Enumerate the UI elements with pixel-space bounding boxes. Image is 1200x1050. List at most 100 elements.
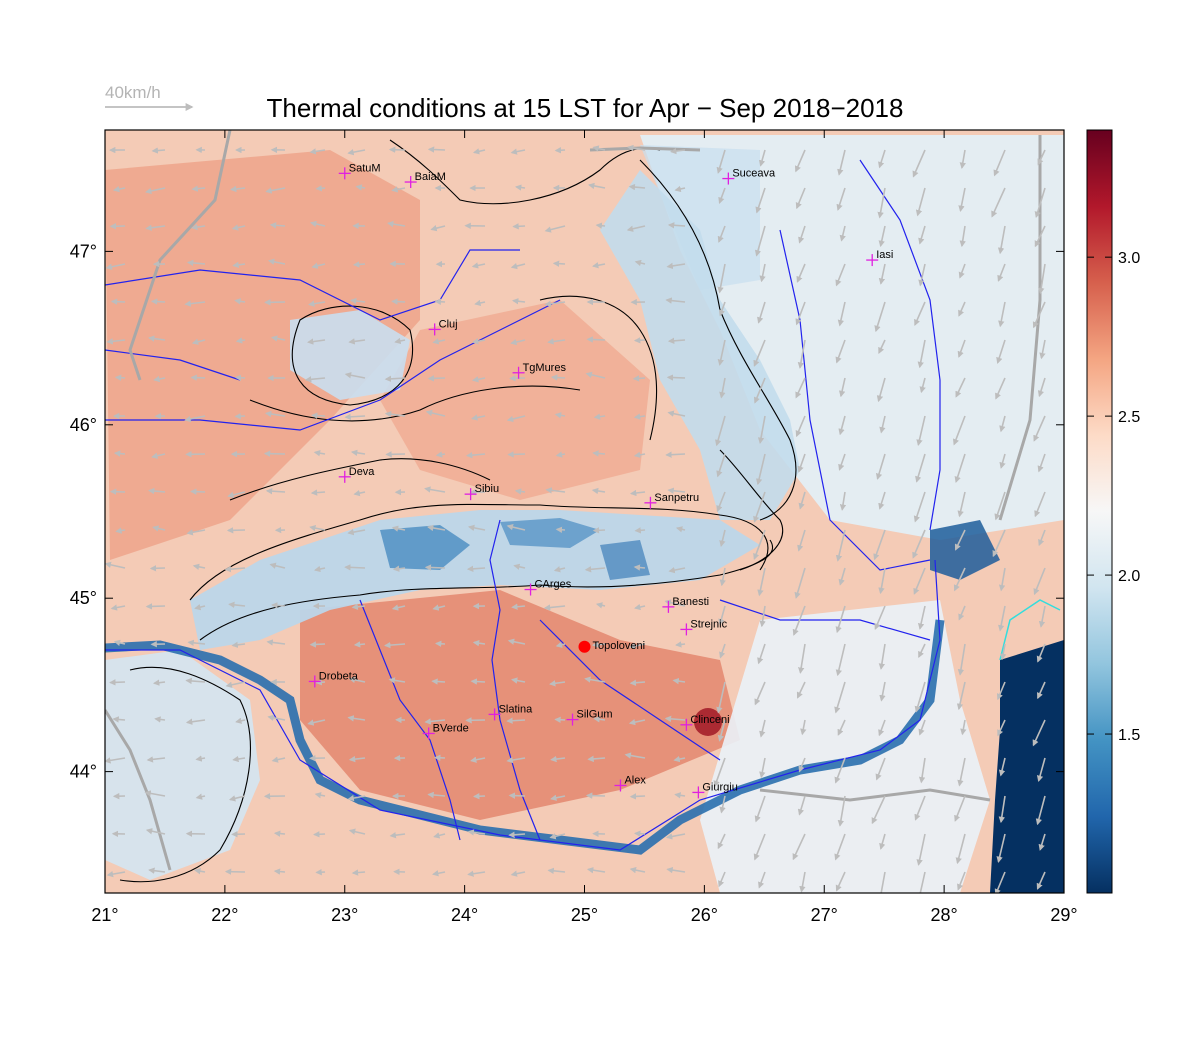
wind-arrow bbox=[543, 604, 566, 611]
wind-arrow bbox=[799, 871, 806, 893]
wind-arrow bbox=[716, 681, 726, 714]
wind-arrow bbox=[344, 372, 366, 379]
wind-arrow bbox=[194, 604, 206, 611]
wind-arrow bbox=[585, 371, 606, 379]
cool-region-northeast bbox=[640, 145, 760, 290]
city-label: Deva bbox=[349, 466, 376, 478]
wind-arrow bbox=[148, 487, 166, 495]
river-arges bbox=[539, 619, 721, 761]
wind-arrow bbox=[753, 833, 766, 861]
wind-arrow bbox=[113, 185, 126, 193]
wind-arrow bbox=[998, 795, 1006, 824]
wind-arrow bbox=[232, 261, 246, 269]
carpathian-cold-core-2 bbox=[500, 518, 600, 548]
wind-arrow bbox=[628, 183, 646, 191]
wind-arrow bbox=[555, 451, 566, 458]
wind-arrow bbox=[834, 833, 846, 861]
wind-arrow bbox=[394, 337, 406, 345]
wind-arrow bbox=[432, 870, 446, 877]
city-marker: Iasi bbox=[866, 249, 893, 267]
wind-arrow bbox=[384, 641, 406, 649]
wind-arrow bbox=[1038, 833, 1046, 851]
wind-arrow bbox=[553, 566, 566, 573]
wind-arrow bbox=[194, 868, 206, 875]
wind-arrow bbox=[506, 524, 526, 531]
city-marker: Slatina bbox=[488, 703, 534, 721]
wind-arrow bbox=[515, 184, 526, 191]
wind-arrow bbox=[719, 795, 726, 814]
wind-arrow bbox=[472, 148, 486, 155]
wind-arrow bbox=[838, 567, 846, 586]
city-marker: Banesti bbox=[662, 596, 709, 613]
wind-arrow bbox=[1034, 187, 1046, 219]
wind-arrow bbox=[675, 641, 686, 648]
wind-arrow bbox=[674, 185, 686, 193]
wind-arrow bbox=[956, 681, 966, 711]
wind-arrow bbox=[234, 298, 246, 305]
lon-tick-label: 25° bbox=[571, 905, 598, 925]
wind-arrow bbox=[307, 719, 326, 726]
wind-arrow bbox=[434, 640, 446, 647]
wind-arrow bbox=[634, 527, 646, 534]
city-marker: Cluj bbox=[428, 318, 458, 336]
wind-arrow bbox=[507, 638, 526, 645]
wind-arrow bbox=[835, 529, 846, 562]
wind-arrow bbox=[632, 375, 646, 382]
wind-arrow bbox=[311, 262, 326, 269]
wind-arrow bbox=[1035, 795, 1046, 826]
wind-arrow bbox=[798, 225, 806, 244]
wind-arrow bbox=[145, 828, 166, 835]
wind-arrow bbox=[757, 301, 766, 324]
wind-arrow bbox=[834, 681, 846, 714]
wind-arrow bbox=[511, 298, 526, 305]
wind-arrow bbox=[549, 680, 566, 687]
wind-arrow bbox=[148, 867, 166, 874]
wind-arrow bbox=[554, 412, 566, 419]
wind-arrow bbox=[719, 643, 726, 659]
wind-arrow bbox=[715, 415, 726, 447]
wind-arrow bbox=[388, 677, 406, 684]
city-marker: SilGum bbox=[566, 709, 613, 726]
wind-arrow bbox=[270, 335, 286, 342]
lon-tick-label: 26° bbox=[691, 905, 718, 925]
wind-arrow bbox=[878, 263, 886, 285]
wind-arrow bbox=[555, 526, 566, 533]
wind-arrow bbox=[838, 453, 846, 471]
wind-arrow bbox=[953, 567, 966, 592]
wind-arrow bbox=[955, 377, 966, 398]
wind-arrow bbox=[384, 411, 406, 418]
lon-tick-label: 27° bbox=[811, 905, 838, 925]
map-panel bbox=[105, 130, 1064, 893]
wind-arrow bbox=[877, 187, 886, 219]
wind-arrow bbox=[997, 225, 1006, 255]
wind-arrow bbox=[265, 487, 286, 495]
wind-arrow bbox=[717, 263, 726, 294]
city-label: Suceava bbox=[732, 168, 776, 180]
city-marker: Alex bbox=[614, 774, 646, 792]
wind-arrow bbox=[432, 338, 446, 345]
wind-arrow bbox=[427, 146, 446, 153]
wind-arrow bbox=[110, 298, 126, 305]
wind-arrow bbox=[235, 337, 246, 344]
wind-arrow bbox=[997, 719, 1006, 737]
river-olt bbox=[489, 519, 541, 841]
wind-arrow bbox=[912, 529, 926, 559]
city-marker: Giurgiu bbox=[692, 781, 738, 799]
city-label: Slatina bbox=[499, 703, 534, 715]
wind-arrow bbox=[879, 415, 886, 434]
lon-tick-label: 24° bbox=[451, 905, 478, 925]
wind-arrow bbox=[957, 643, 966, 676]
wind-arrow bbox=[231, 224, 246, 231]
city-marker: SatuM bbox=[338, 162, 381, 180]
wind-arrow bbox=[113, 639, 126, 646]
wind-arrow bbox=[999, 415, 1006, 433]
wind-arrow bbox=[232, 755, 246, 763]
wind-arrow bbox=[266, 639, 286, 646]
wind-arrow bbox=[115, 527, 126, 534]
colorbar-bar bbox=[1086, 129, 1113, 894]
city-marker: Suceava bbox=[722, 168, 776, 185]
wind-arrow bbox=[105, 757, 126, 764]
wind-arrow bbox=[758, 871, 766, 889]
wind-arrow bbox=[918, 643, 926, 659]
wind-arrow bbox=[1036, 681, 1046, 700]
